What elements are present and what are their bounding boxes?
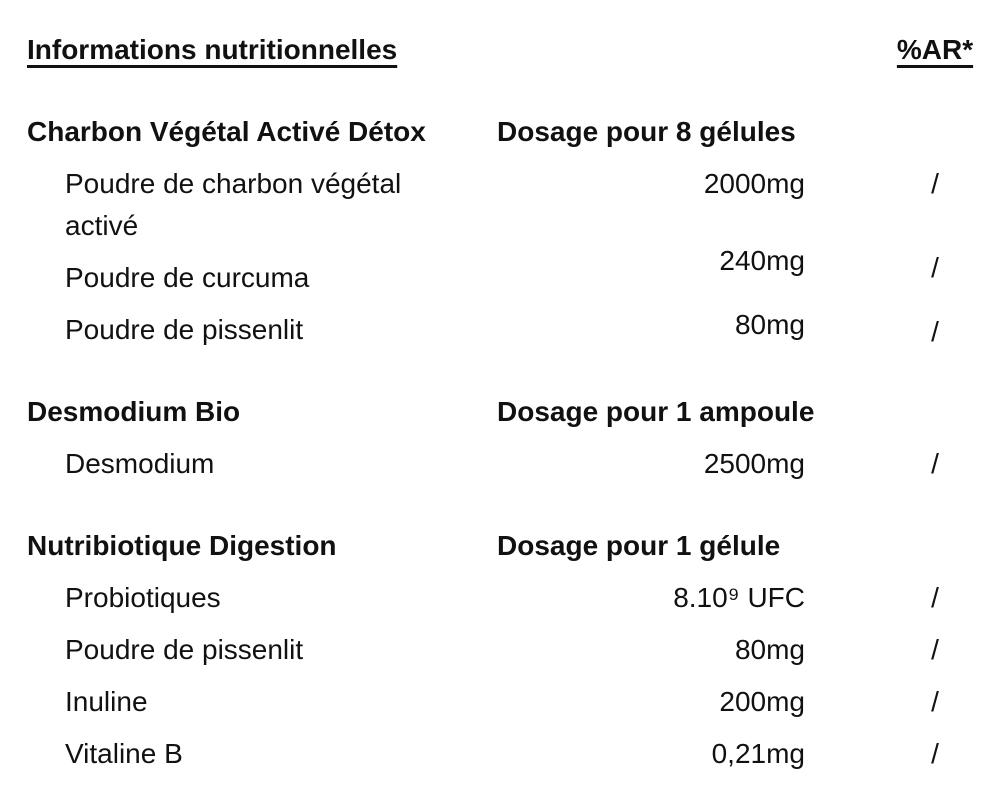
dosage-header: Dosage pour 1 ampoule: [497, 396, 815, 427]
ingredient-label: Poudre de pissenlit: [65, 314, 304, 345]
ingredient-ar-value: /: [931, 168, 939, 199]
ingredient-label: Desmodium: [65, 448, 215, 479]
ingredient-row: Poudre de pissenlit 80mg /: [27, 629, 1000, 671]
ingredient-ar-value: /: [931, 316, 939, 347]
ingredient-value: 80mg: [734, 309, 805, 340]
ingredient-row: Desmodium 2500mg /: [27, 443, 1000, 485]
ingredient-value: 2000mg: [703, 168, 805, 199]
section-name: Nutribiotique Digestion: [27, 530, 337, 561]
section-charbon-vegetal: Charbon Végétal Activé Détox Dosage pour…: [27, 111, 1000, 351]
ingredient-label: Vitaline B: [65, 738, 183, 769]
ingredient-ar-value: /: [931, 582, 939, 613]
ingredient-label: Poudre de curcuma: [65, 262, 310, 293]
table-title: Informations nutritionnelles: [27, 34, 398, 65]
ingredient-row: Poudre de curcuma 240mg /: [27, 245, 1000, 299]
ingredient-ar-value: /: [931, 448, 939, 479]
ingredient-ar-value: /: [931, 738, 939, 769]
ingredient-row: Inuline 200mg /: [27, 681, 1000, 723]
ingredient-value: 240mg: [719, 245, 805, 276]
ingredient-ar-value: /: [931, 686, 939, 717]
section-header-row: Nutribiotique Digestion Dosage pour 1 gé…: [27, 525, 1000, 567]
section-header-row: Desmodium Bio Dosage pour 1 ampoule: [27, 391, 1000, 433]
ingredient-label: Poudre de charbon végétal activé: [65, 168, 402, 241]
ingredient-row: Poudre de pissenlit 80mg /: [27, 309, 1000, 351]
table-header-row: Informations nutritionnelles %AR*: [27, 29, 1000, 71]
section-desmodium-bio: Desmodium Bio Dosage pour 1 ampoule Desm…: [27, 391, 1000, 485]
ingredient-row: Probiotiques 8.10⁹ UFC /: [27, 577, 1000, 619]
section-name: Desmodium Bio: [27, 396, 241, 427]
ingredient-value: 0,21mg: [711, 738, 805, 769]
section-name: Charbon Végétal Activé Détox: [27, 116, 426, 147]
ingredient-ar-value: /: [931, 252, 939, 283]
ingredient-value: 200mg: [719, 686, 805, 717]
ingredient-ar-value: /: [931, 634, 939, 665]
ingredient-value: 2500mg: [703, 448, 805, 479]
section-nutribiotique-digestion: Nutribiotique Digestion Dosage pour 1 gé…: [27, 525, 1000, 775]
ar-column-header: %AR*: [896, 34, 974, 65]
nutrition-facts-table: Informations nutritionnelles %AR* Charbo…: [27, 29, 1000, 775]
dosage-header: Dosage pour 1 gélule: [497, 530, 781, 561]
ingredient-label: Poudre de pissenlit: [65, 634, 304, 665]
ingredient-label: Probiotiques: [65, 582, 221, 613]
dosage-header: Dosage pour 8 gélules: [497, 116, 796, 147]
ingredient-value: 80mg: [734, 634, 805, 665]
ingredient-row: Vitaline B 0,21mg /: [27, 733, 1000, 775]
section-header-row: Charbon Végétal Activé Détox Dosage pour…: [27, 111, 1000, 153]
ingredient-value: 8.10⁹ UFC: [673, 582, 805, 613]
ingredient-label: Inuline: [65, 686, 148, 717]
ingredient-row: Poudre de charbon végétal activé 2000mg …: [27, 163, 1000, 247]
